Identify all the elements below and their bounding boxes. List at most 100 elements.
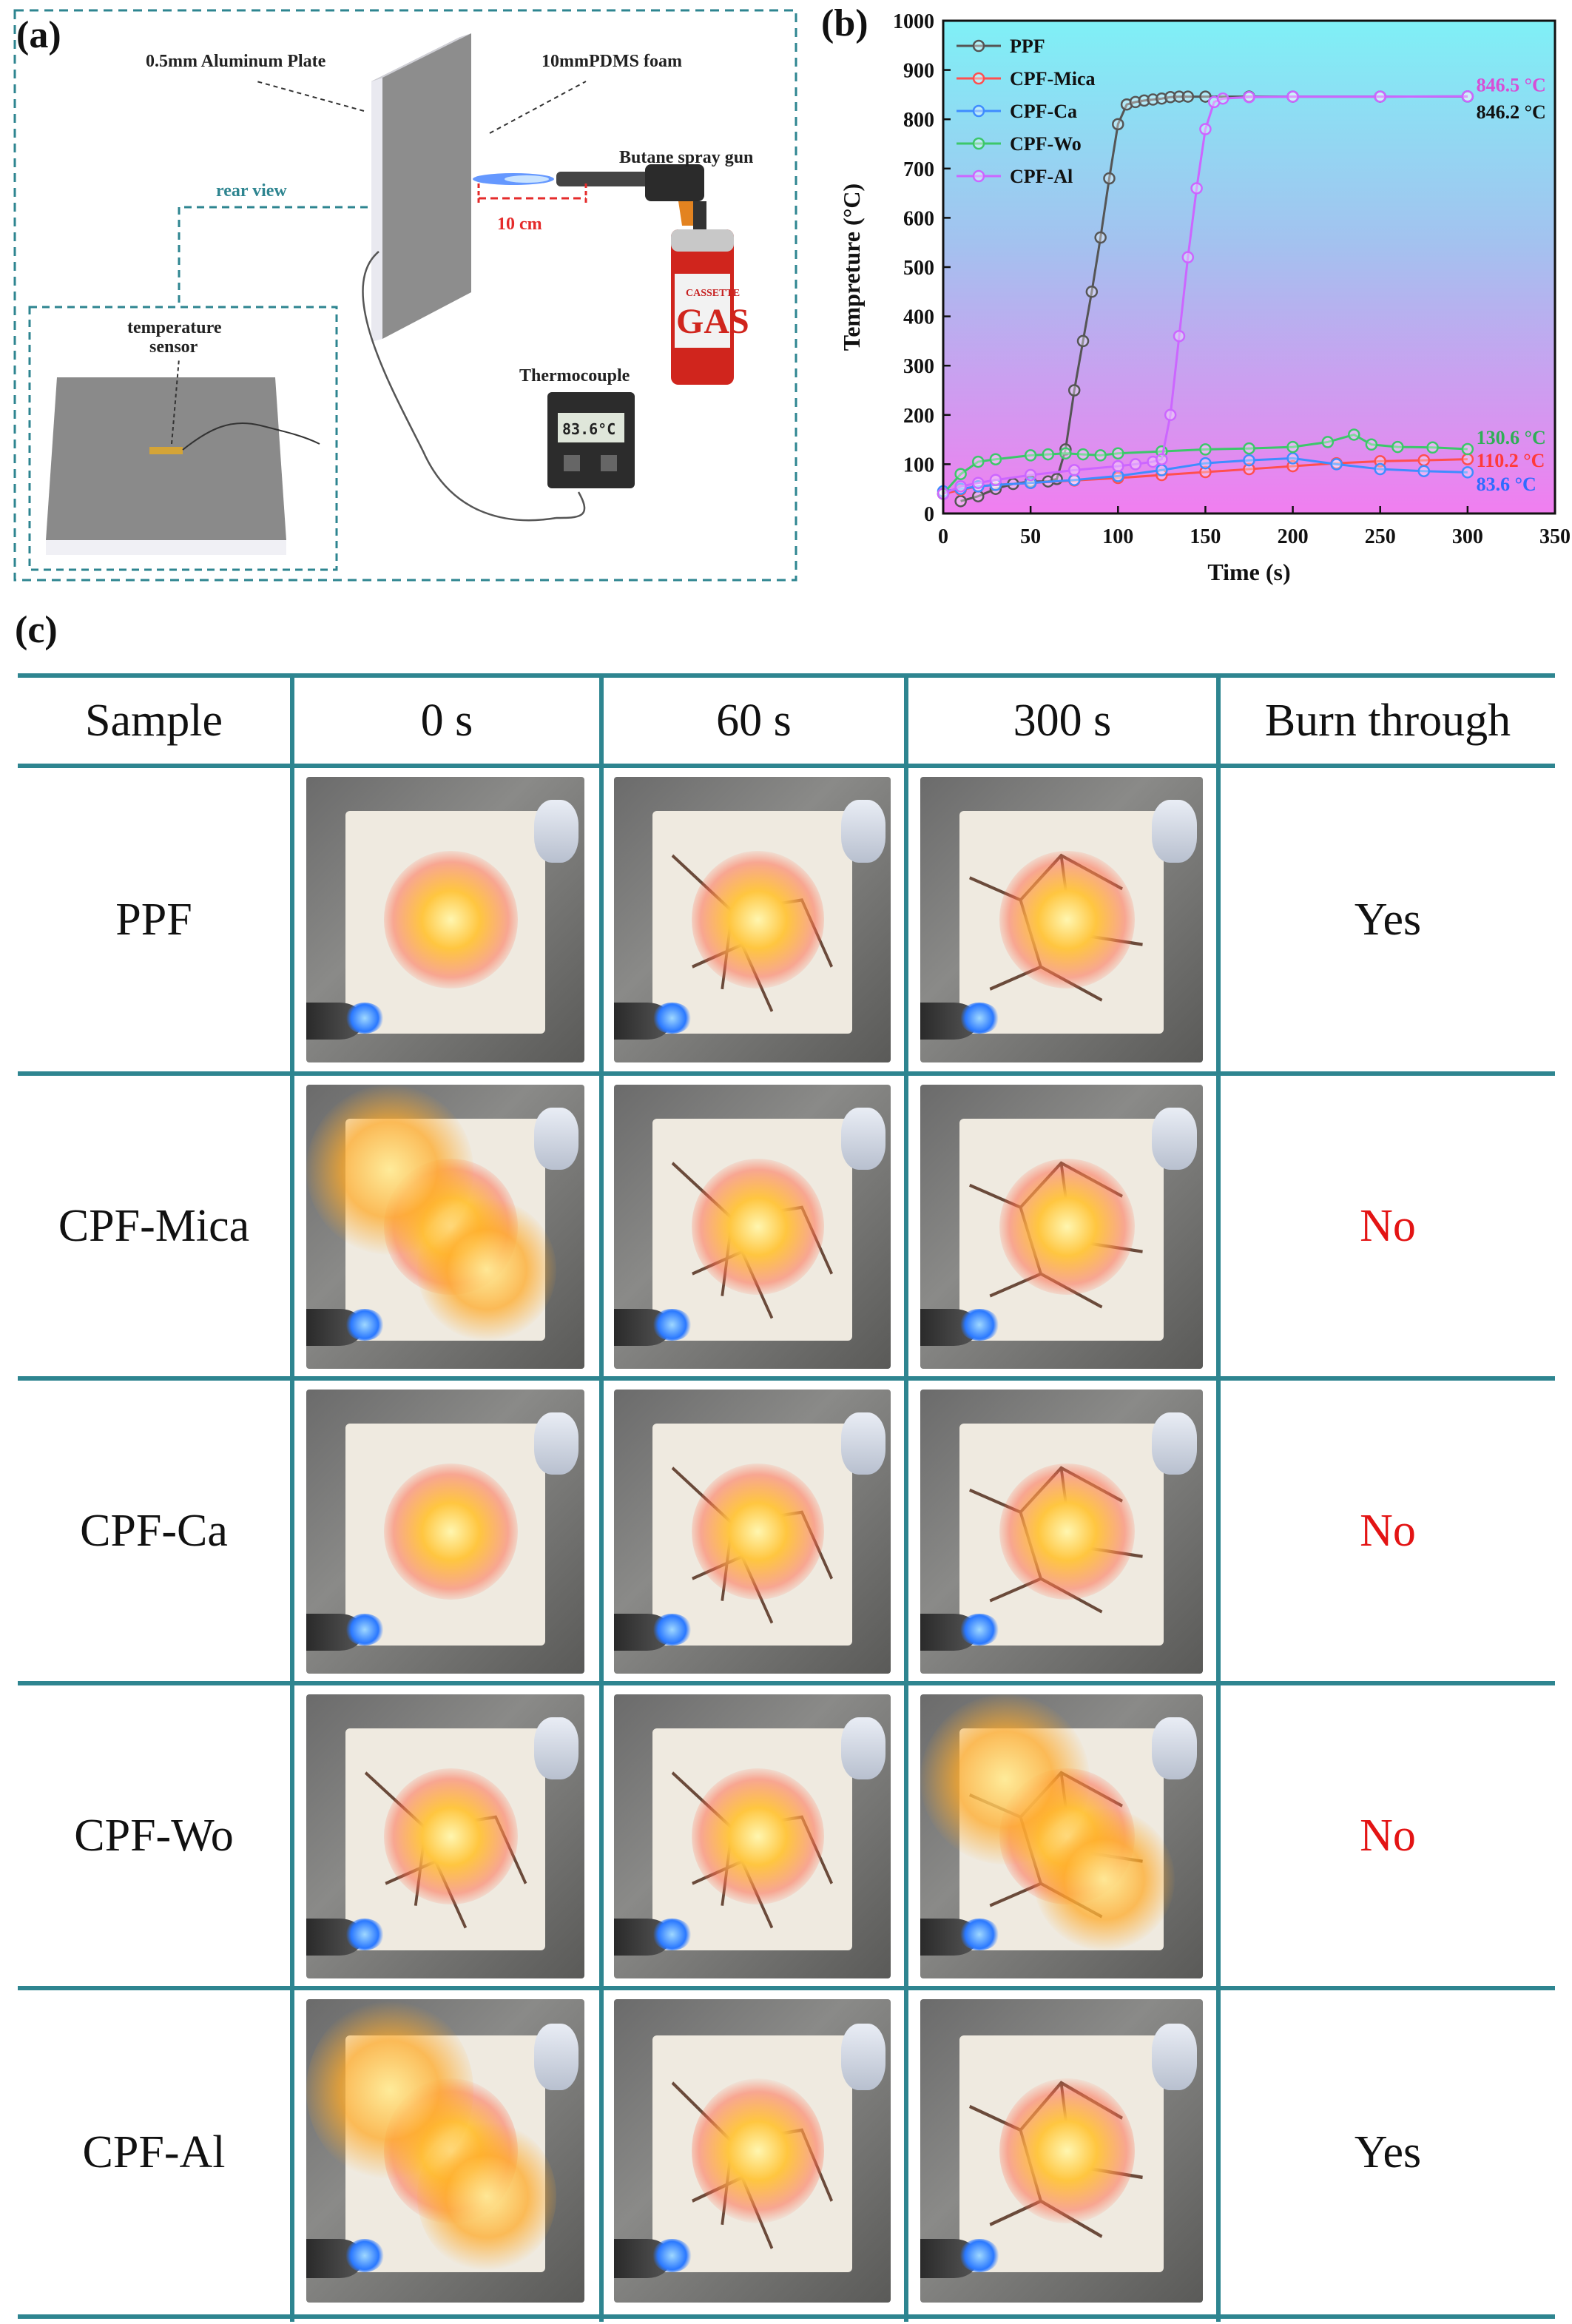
data-point-ppf bbox=[1129, 95, 1142, 109]
header-sample: Sample bbox=[85, 695, 223, 746]
row-cpf-wo-burn: No bbox=[1360, 1810, 1416, 1861]
row-cpf-ca-burn: No bbox=[1360, 1505, 1416, 1556]
row-cpf-mica-sample: CPF-Mica bbox=[58, 1200, 250, 1251]
rear-view-box bbox=[28, 306, 338, 571]
photo-cpf-mica-60s bbox=[614, 1085, 891, 1369]
distance-label: 10 cm bbox=[497, 215, 542, 234]
photo-cpf-al-60s bbox=[614, 1999, 891, 2303]
y-tick-label: 800 bbox=[903, 109, 934, 132]
legend-label: CPF-Mica bbox=[1010, 68, 1096, 90]
y-tick-label: 200 bbox=[903, 405, 934, 428]
data-point-ppf bbox=[1173, 90, 1186, 103]
y-tick-label: 100 bbox=[903, 454, 934, 476]
data-point-cpf-wo bbox=[972, 455, 985, 468]
test-plate bbox=[371, 33, 471, 342]
y-tick-label: 500 bbox=[903, 257, 934, 280]
data-point-cpf-al bbox=[1181, 251, 1195, 263]
data-point-cpf-al bbox=[1067, 464, 1081, 476]
row-cpf-al-burn: Yes bbox=[1354, 2126, 1422, 2178]
data-point-ppf bbox=[1164, 90, 1177, 104]
row-ppf-burn: Yes bbox=[1354, 894, 1422, 945]
photo-cpf-ca-300s bbox=[920, 1390, 1203, 1674]
data-point-cpf-ca bbox=[1286, 452, 1299, 465]
legend-marker bbox=[972, 169, 985, 183]
data-point-cpf-wo bbox=[1365, 438, 1378, 451]
data-point-cpf-wo bbox=[1094, 449, 1107, 462]
can-text-cassette: CASSETTE bbox=[686, 288, 740, 299]
y-tick-label: 400 bbox=[903, 306, 934, 329]
legend-marker bbox=[972, 137, 985, 150]
data-point-cpf-ca bbox=[1330, 458, 1343, 471]
foam-label: 10mmPDMS foam bbox=[542, 52, 682, 71]
thermocouple-display: 83.6°C bbox=[562, 420, 615, 438]
outer-dashed-frame bbox=[13, 9, 797, 582]
header-60s: 60 s bbox=[716, 695, 792, 746]
data-point-cpf-wo bbox=[1042, 448, 1055, 461]
data-point-cpf-wo bbox=[1059, 447, 1072, 459]
photo-ppf-60s bbox=[614, 777, 891, 1062]
data-point-cpf-al bbox=[1024, 468, 1037, 482]
data-point-ppf bbox=[954, 495, 967, 508]
data-point-cpf-al bbox=[1190, 182, 1203, 195]
butane-spray-gun bbox=[556, 164, 734, 385]
data-point-cpf-wo bbox=[1243, 442, 1255, 455]
data-point-cpf-al bbox=[1461, 90, 1474, 103]
data-point-cpf-mica bbox=[1243, 462, 1255, 476]
photo-cpf-mica-300s bbox=[920, 1085, 1203, 1369]
photo-cpf-wo-60s bbox=[614, 1694, 891, 1978]
spray-gun-label: Butane spray gun bbox=[619, 148, 753, 167]
x-tick-label: 200 bbox=[1278, 525, 1309, 548]
legend-label: CPF-Wo bbox=[1010, 133, 1082, 155]
legend-marker bbox=[972, 39, 985, 53]
legend-marker bbox=[972, 104, 985, 118]
data-point-cpf-wo bbox=[1391, 440, 1404, 454]
data-point-cpf-ca bbox=[1243, 454, 1255, 467]
data-point-ppf bbox=[1112, 118, 1124, 131]
data-point-cpf-al bbox=[972, 476, 985, 489]
data-point-cpf-ca bbox=[1199, 457, 1212, 470]
data-point-ppf bbox=[1103, 172, 1116, 185]
data-point-cpf-wo bbox=[1321, 436, 1335, 448]
data-point-ppf bbox=[1085, 286, 1099, 298]
header-burn-through: Burn through bbox=[1264, 695, 1511, 746]
header-0s: 0 s bbox=[420, 695, 473, 746]
data-point-cpf-wo bbox=[954, 468, 967, 480]
row-cpf-mica-burn: No bbox=[1360, 1200, 1416, 1251]
x-tick-label: 150 bbox=[1190, 525, 1221, 548]
data-point-ppf bbox=[1059, 443, 1072, 456]
can-text-gas: GAS bbox=[676, 302, 749, 341]
data-point-cpf-mica bbox=[1461, 453, 1474, 465]
x-tick-label: 250 bbox=[1365, 525, 1396, 548]
x-axis-title: Time (s) bbox=[1207, 559, 1290, 585]
data-point-cpf-ca bbox=[1461, 466, 1474, 479]
photo-ppf-0s bbox=[306, 777, 584, 1062]
annotation-label: 83.6 °C bbox=[1477, 474, 1536, 495]
y-tick-label: 700 bbox=[903, 158, 934, 181]
panel-a-label: (a) bbox=[16, 14, 61, 56]
y-tick-label: 1000 bbox=[893, 10, 934, 33]
annotation-label: 110.2 °C bbox=[1477, 450, 1545, 471]
data-point-cpf-wo bbox=[1076, 448, 1090, 461]
photo-cpf-wo-0s bbox=[306, 1694, 584, 1978]
aluminum-plate-label: 0.5mm Aluminum Plate bbox=[146, 52, 326, 71]
header-300s: 300 s bbox=[1013, 695, 1112, 746]
data-point-cpf-ca bbox=[1067, 474, 1081, 486]
row-cpf-al-sample: CPF-Al bbox=[82, 2126, 226, 2178]
data-point-cpf-ca bbox=[1417, 465, 1431, 477]
y-tick-label: 900 bbox=[903, 60, 934, 83]
data-point-cpf-wo bbox=[1348, 428, 1360, 441]
flame-test-table: Sample 0 s 60 s 300 s Burn through PPF C… bbox=[18, 673, 1555, 2322]
photo-cpf-ca-0s bbox=[306, 1390, 584, 1674]
data-point-cpf-al bbox=[1286, 90, 1299, 103]
photo-cpf-al-0s bbox=[306, 1999, 584, 2303]
data-point-ppf bbox=[1067, 384, 1081, 397]
legend-marker bbox=[972, 72, 985, 85]
data-point-cpf-al bbox=[1199, 123, 1212, 135]
x-tick-label: 350 bbox=[1539, 525, 1571, 548]
x-tick-label: 50 bbox=[1020, 525, 1041, 548]
y-tick-label: 600 bbox=[903, 207, 934, 230]
data-point-cpf-al bbox=[1129, 458, 1142, 471]
row-ppf-sample: PPF bbox=[115, 894, 192, 945]
data-point-ppf bbox=[1147, 93, 1159, 106]
data-point-cpf-ca bbox=[1112, 470, 1124, 482]
